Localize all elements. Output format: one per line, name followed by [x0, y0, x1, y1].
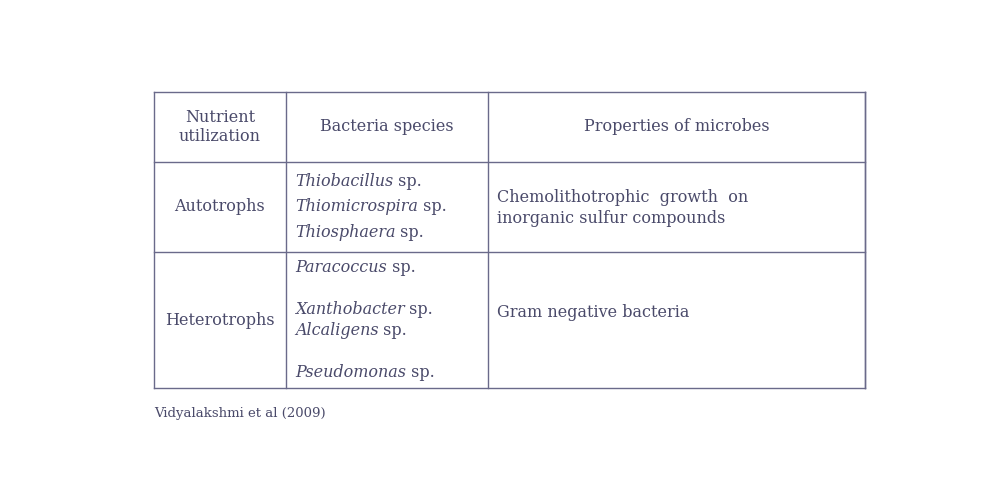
Text: Nutrient
utilization: Nutrient utilization: [178, 109, 260, 145]
Text: sp.: sp.: [378, 322, 406, 339]
Text: Heterotrophs: Heterotrophs: [165, 312, 274, 329]
Text: sp.: sp.: [405, 364, 434, 381]
Text: sp.: sp.: [404, 301, 433, 318]
Text: sp.: sp.: [387, 260, 415, 277]
Text: Paracoccus: Paracoccus: [295, 260, 387, 277]
Text: inorganic sulfur compounds: inorganic sulfur compounds: [497, 210, 725, 227]
Text: Chemolithotrophic  growth  on: Chemolithotrophic growth on: [497, 189, 748, 206]
Text: Properties of microbes: Properties of microbes: [584, 118, 769, 135]
Text: Thiobacillus: Thiobacillus: [295, 173, 392, 189]
Text: Thiosphaera: Thiosphaera: [295, 225, 394, 241]
Text: sp.: sp.: [417, 199, 446, 215]
Text: Thiomicrospira: Thiomicrospira: [295, 199, 417, 215]
Text: Vidyalakshmi et al (2009): Vidyalakshmi et al (2009): [154, 407, 325, 420]
Text: sp.: sp.: [392, 173, 421, 189]
Text: Xanthobacter: Xanthobacter: [295, 301, 404, 318]
Text: Bacteria species: Bacteria species: [319, 118, 454, 135]
Text: Autotrophs: Autotrophs: [175, 199, 265, 215]
Text: Pseudomonas: Pseudomonas: [295, 364, 405, 381]
Text: Alcaligens: Alcaligens: [295, 322, 378, 339]
Text: Gram negative bacteria: Gram negative bacteria: [497, 304, 689, 321]
Text: sp.: sp.: [394, 225, 424, 241]
